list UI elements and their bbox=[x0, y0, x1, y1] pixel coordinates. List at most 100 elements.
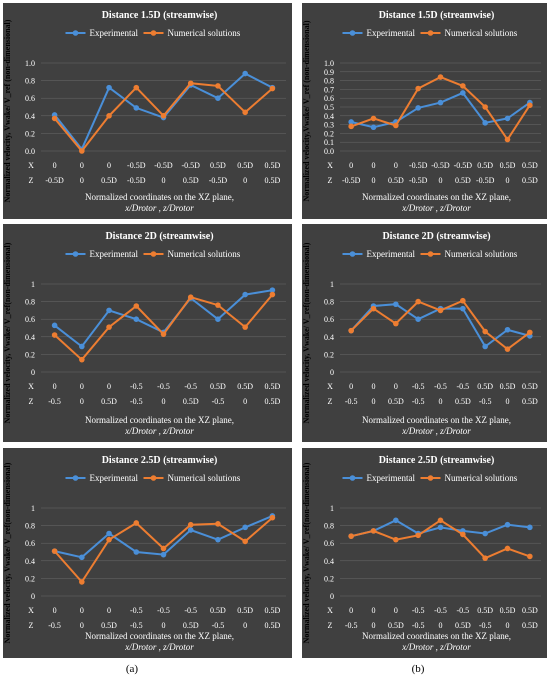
data-point bbox=[437, 307, 444, 314]
panel-label-b: (b) bbox=[411, 663, 425, 675]
x-axis-title-line2: x/Drotor , z/Drotor bbox=[124, 426, 194, 436]
x-tick-label: -0.5 bbox=[412, 606, 425, 615]
y-tick-label: 0.6 bbox=[25, 539, 35, 548]
legend-marker bbox=[427, 251, 434, 257]
x-tick-label: -0.5 bbox=[184, 606, 197, 615]
y-tick-label: 0.4 bbox=[324, 557, 334, 566]
data-point bbox=[79, 579, 85, 585]
z-tick-label: 0.5D bbox=[388, 621, 404, 630]
y-tick-label: 0.9 bbox=[324, 68, 334, 77]
data-point bbox=[370, 115, 377, 122]
data-point bbox=[106, 84, 112, 91]
data-point bbox=[269, 85, 276, 92]
x-tick-label: -0.5D bbox=[154, 161, 173, 170]
x-tick-label: 0 bbox=[394, 382, 398, 391]
data-point bbox=[160, 545, 167, 552]
z-tick-label: 0.5D bbox=[183, 397, 199, 406]
data-point bbox=[437, 517, 444, 524]
chart-panel-3: Distance 2D (streamwise) Experimental Nume… bbox=[3, 224, 292, 442]
x-axis-title-line1: Normalized coordinates on the XZ plane, bbox=[362, 415, 511, 425]
z-tick-label: 0 bbox=[162, 397, 166, 406]
z-tick-label: -0.5 bbox=[412, 397, 425, 406]
z-tick-label: 0.5D bbox=[455, 176, 471, 185]
data-point bbox=[370, 305, 377, 312]
legend-marker bbox=[72, 30, 79, 36]
data-point bbox=[106, 536, 112, 543]
z-tick-label: 0 bbox=[372, 621, 376, 630]
x-tick-label: -0.5 bbox=[456, 606, 469, 615]
chart-background bbox=[3, 224, 292, 442]
x-axis-title-line2: x/Drotor , z/Drotor bbox=[401, 203, 471, 213]
x-tick-label: -0.5 bbox=[157, 382, 170, 391]
y-tick-label: 0.8 bbox=[324, 77, 334, 86]
y-tick-label: 0.2 bbox=[25, 574, 35, 583]
data-point bbox=[504, 136, 511, 143]
z-row-label: Z bbox=[328, 176, 333, 185]
x-row-label: X bbox=[327, 606, 333, 615]
x-tick-label: 0.5D bbox=[522, 606, 538, 615]
z-tick-label: 0.5D bbox=[264, 397, 280, 406]
y-tick-label: 0.2 bbox=[25, 129, 35, 138]
data-point bbox=[504, 115, 511, 122]
x-tick-label: 0 bbox=[394, 161, 398, 170]
x-tick-label: 0.5D bbox=[500, 606, 516, 615]
y-tick-label: 0.4 bbox=[25, 112, 35, 121]
legend-label: Experimental bbox=[90, 473, 139, 483]
data-point bbox=[393, 320, 399, 327]
z-tick-label: 0.5D bbox=[101, 621, 117, 630]
data-point bbox=[215, 316, 221, 323]
z-tick-label: 0.5D bbox=[101, 176, 117, 185]
data-point bbox=[160, 331, 167, 337]
y-tick-label: 0.6 bbox=[324, 315, 334, 324]
data-point bbox=[415, 85, 421, 92]
x-tick-label: 0 bbox=[53, 606, 57, 615]
y-tick-label: 1 bbox=[31, 280, 35, 289]
x-row-label: X bbox=[327, 161, 333, 170]
data-point bbox=[51, 548, 58, 554]
y-tick-label: 0.0 bbox=[25, 147, 35, 156]
data-point bbox=[482, 120, 488, 126]
x-tick-label: 0.5D bbox=[500, 161, 516, 170]
legend-label: Numerical solutions bbox=[168, 249, 241, 259]
z-tick-label: 0.5D bbox=[522, 621, 538, 630]
z-tick-label: 0.5D bbox=[183, 621, 199, 630]
legend-marker bbox=[349, 251, 356, 257]
data-point bbox=[482, 104, 488, 110]
legend-marker bbox=[150, 251, 157, 257]
x-tick-label: 0.5D bbox=[237, 161, 253, 170]
data-point bbox=[215, 95, 221, 101]
y-tick-label: 0.4 bbox=[25, 557, 35, 566]
x-row-label: X bbox=[28, 606, 34, 615]
data-point bbox=[51, 332, 58, 338]
data-point bbox=[482, 530, 488, 537]
x-tick-label: 0.5D bbox=[237, 606, 253, 615]
z-tick-label: 0 bbox=[243, 397, 247, 406]
x-tick-label: 0.5D bbox=[477, 161, 493, 170]
x-tick-label: -0.5 bbox=[434, 606, 447, 615]
x-tick-label: 0 bbox=[372, 606, 376, 615]
x-row-label: X bbox=[28, 161, 34, 170]
legend-label: Numerical solutions bbox=[168, 28, 241, 38]
data-point bbox=[348, 327, 354, 334]
z-tick-label: 0 bbox=[372, 176, 376, 185]
legend-label: Numerical solutions bbox=[168, 473, 241, 483]
chart-background bbox=[302, 224, 547, 442]
z-tick-label: 0 bbox=[506, 176, 510, 185]
data-point bbox=[415, 532, 421, 539]
data-point bbox=[160, 113, 167, 119]
x-tick-label: 0 bbox=[372, 161, 376, 170]
y-axis-title: Normalized velocity, Vwake/ V_ref(non-di… bbox=[3, 462, 12, 643]
panel-label-a: (a) bbox=[125, 663, 139, 675]
data-point bbox=[460, 305, 466, 312]
x-tick-label: 0.5D bbox=[264, 606, 280, 615]
legend-label: Experimental bbox=[90, 28, 139, 38]
z-tick-label: -0.5 bbox=[212, 621, 225, 630]
y-tick-label: 0.8 bbox=[25, 298, 35, 307]
z-tick-label: 0.5D bbox=[388, 176, 404, 185]
x-tick-label: -0.5D bbox=[431, 161, 450, 170]
z-tick-label: -0.5 bbox=[48, 621, 61, 630]
z-tick-label: 0.5D bbox=[522, 176, 538, 185]
x-tick-label: 0 bbox=[107, 606, 111, 615]
data-point bbox=[106, 307, 112, 314]
y-tick-label: 0.2 bbox=[324, 350, 334, 359]
